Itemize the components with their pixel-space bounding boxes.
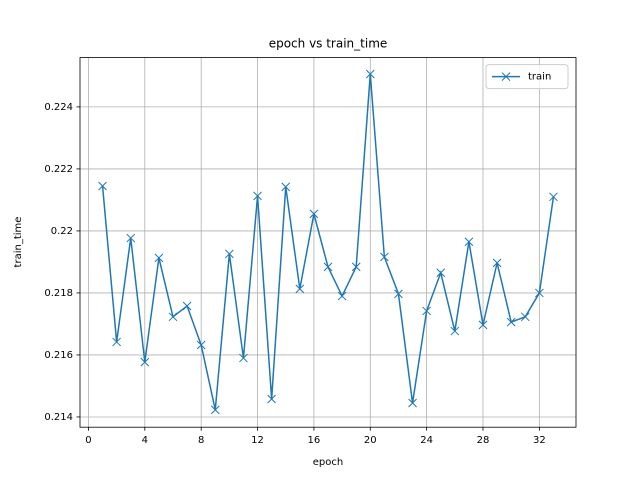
data-marker <box>422 306 431 316</box>
y-tick-label: 0.222 <box>44 164 73 175</box>
y-tick-label: 0.214 <box>44 412 73 423</box>
data-marker <box>464 237 474 247</box>
data-marker <box>450 326 460 336</box>
data-marker <box>506 317 516 327</box>
y-tick-label: 0.218 <box>44 288 73 299</box>
data-marker <box>478 320 488 330</box>
y-axis-label: train_time <box>13 217 24 268</box>
data-marker <box>520 312 530 322</box>
y-tick-label: 0.22 <box>51 226 73 237</box>
x-tick-label: 20 <box>364 435 377 446</box>
x-tick-label: 32 <box>533 435 546 446</box>
data-marker <box>126 233 136 243</box>
legend-marker <box>501 72 511 81</box>
data-marker <box>535 288 544 298</box>
x-tick-label: 16 <box>308 435 321 446</box>
data-marker <box>225 249 234 259</box>
data-marker <box>549 192 558 202</box>
data-marker <box>267 394 276 404</box>
data-marker <box>182 301 192 311</box>
x-axis-label: epoch <box>313 457 343 468</box>
data-marker <box>210 405 220 415</box>
legend-label: train <box>528 72 551 83</box>
data-marker <box>436 268 446 278</box>
data-marker <box>380 252 389 262</box>
data-marker <box>253 191 262 201</box>
data-marker <box>408 398 417 408</box>
x-tick-label: 8 <box>198 435 204 446</box>
data-marker <box>98 181 107 191</box>
plot-frame <box>79 57 577 428</box>
data-marker <box>351 262 361 272</box>
data-marker <box>239 353 248 363</box>
y-tick-label: 0.224 <box>44 102 73 113</box>
x-tick-label: 12 <box>251 435 264 446</box>
x-tick-label: 28 <box>477 435 490 446</box>
data-marker <box>112 337 121 347</box>
x-tick-label: 4 <box>142 435 148 446</box>
legend-box <box>485 64 569 90</box>
data-marker <box>492 258 502 268</box>
data-marker <box>281 182 291 192</box>
data-marker <box>365 69 375 79</box>
data-marker <box>196 340 206 350</box>
data-marker <box>337 291 347 301</box>
x-tick-label: 0 <box>85 435 91 446</box>
data-marker <box>168 312 178 322</box>
data-marker <box>140 357 150 367</box>
chart-title: epoch vs train_time <box>269 37 388 51</box>
data-marker <box>323 262 333 272</box>
data-marker <box>309 209 319 219</box>
data-marker <box>295 284 305 294</box>
data-marker <box>394 289 403 299</box>
data-marker <box>154 253 164 263</box>
x-tick-label: 24 <box>420 435 433 446</box>
y-tick-label: 0.216 <box>44 350 73 361</box>
